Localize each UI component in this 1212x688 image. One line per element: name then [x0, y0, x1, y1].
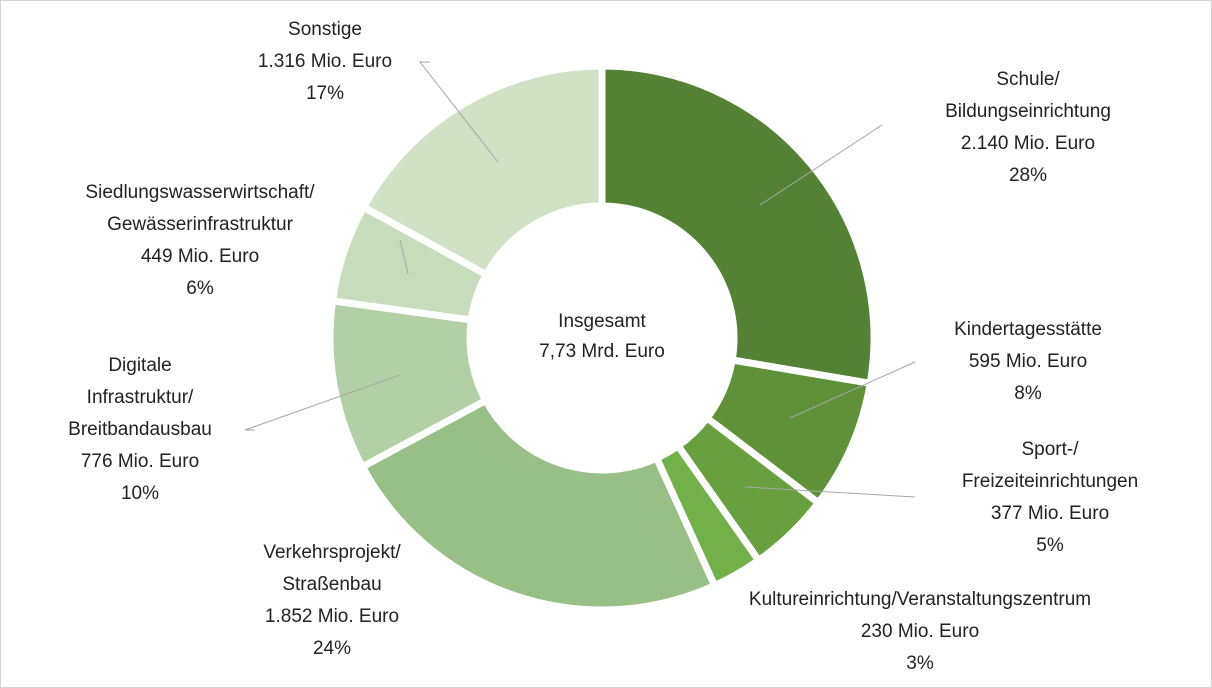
category-label: Schule/ [996, 69, 1060, 90]
leader-line [418, 61, 499, 163]
value-label: 595 Mio. Euro [969, 351, 1087, 372]
category-label: Bildungseinrichtung [945, 101, 1111, 122]
category-label: Verkehrsprojekt/ [263, 542, 401, 563]
value-label: 1.316 Mio. Euro [258, 51, 392, 72]
donut-segment [598, 62, 878, 388]
donut-segment [358, 62, 606, 280]
leader-line [789, 361, 916, 419]
leader-line [759, 124, 883, 206]
leader-line [399, 239, 409, 275]
value-label: 449 Mio. Euro [141, 246, 259, 267]
share-label: 28% [1009, 165, 1047, 186]
category-label: Straßenbau [282, 574, 381, 595]
category-label: Digitale [108, 355, 171, 376]
category-label: Kindertagesstätte [954, 319, 1102, 340]
category-label: Kultureinrichtung/Veranstaltungszentrum [749, 589, 1091, 610]
share-label: 10% [121, 483, 159, 504]
category-label: Breitbandausbau [68, 419, 212, 440]
leader-line [744, 486, 916, 498]
share-label: 24% [313, 638, 351, 659]
value-label: 776 Mio. Euro [81, 451, 199, 472]
share-label: 17% [306, 83, 344, 104]
category-label: Infrastruktur/ [87, 387, 194, 408]
share-label: 8% [1014, 383, 1042, 404]
share-label: 3% [906, 653, 934, 674]
donut-segment [357, 395, 720, 614]
center-label: Insgesamt [558, 311, 646, 332]
share-label: 5% [1036, 535, 1064, 556]
share-label: 6% [186, 278, 214, 299]
category-label: Sonstige [288, 19, 362, 40]
value-label: 377 Mio. Euro [991, 503, 1109, 524]
leader-line [244, 374, 401, 431]
category-label: Siedlungswasserwirtschaft/ [85, 182, 315, 203]
category-label: Freizeiteinrichtungen [962, 471, 1138, 492]
value-label: 230 Mio. Euro [861, 621, 979, 642]
value-label: 2.140 Mio. Euro [961, 133, 1095, 154]
category-label: Sport-/ [1021, 439, 1079, 460]
center-label: 7,73 Mrd. Euro [539, 341, 665, 362]
category-label: Gewässerinfrastruktur [107, 214, 294, 235]
value-label: 1.852 Mio. Euro [265, 606, 399, 627]
